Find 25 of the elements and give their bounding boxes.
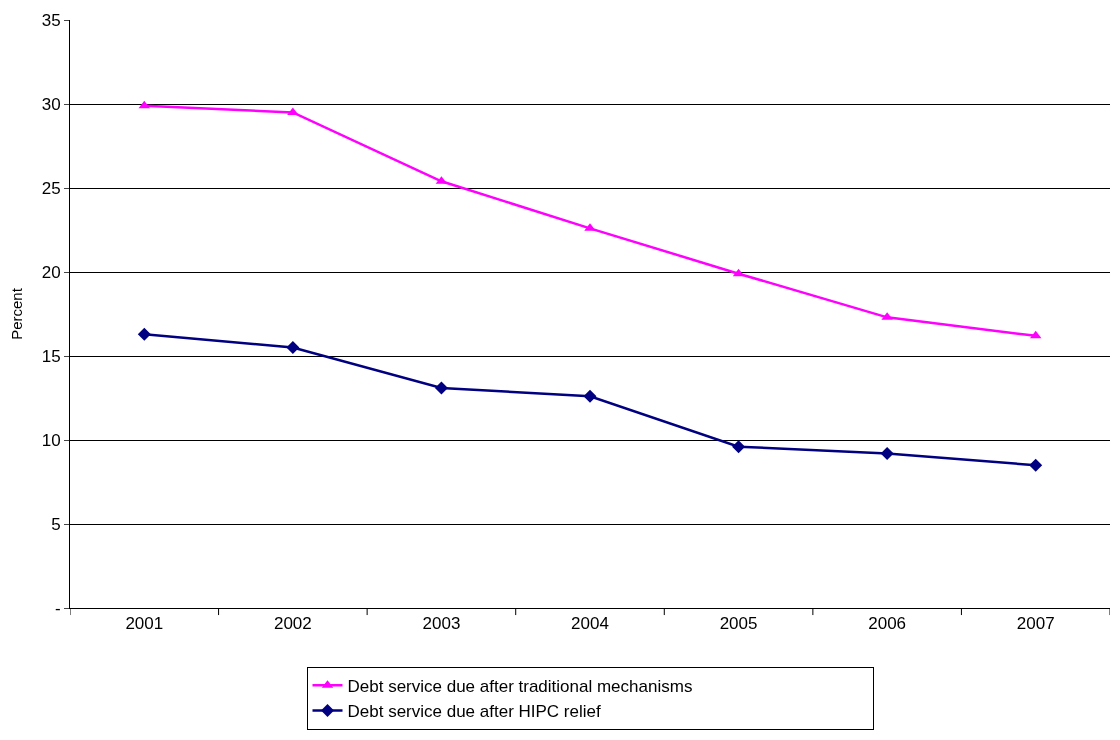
x-tick-label: 2006 [868, 614, 907, 634]
point [1029, 458, 1043, 472]
y-axis-title: Percent [7, 287, 25, 340]
y-tick-label: 25 [41, 178, 61, 198]
point [434, 381, 448, 395]
y-tick-label: 5 [51, 514, 61, 534]
y-tick-label: 35 [41, 10, 61, 30]
x-tick-label: 2004 [571, 614, 609, 634]
x-tick-label: 2002 [273, 614, 312, 634]
point [880, 446, 894, 460]
legend-label: Debt service due after traditional mechanisms [347, 676, 693, 696]
point [583, 389, 597, 403]
y-tick-label: 20 [41, 262, 61, 282]
y-tick-label: 15 [41, 346, 61, 366]
x-tick-label: 2007 [1016, 614, 1055, 634]
legend-label: Debt service due after HIPC relief [347, 702, 601, 722]
y-tick-label: - [54, 598, 61, 618]
point [732, 440, 746, 454]
y-tick-label: 30 [41, 94, 61, 114]
point [286, 341, 300, 355]
point [137, 327, 151, 341]
x-tick-label: 2005 [719, 614, 758, 634]
x-tick-label: 2003 [422, 614, 461, 634]
x-tick-label: 2001 [125, 614, 164, 634]
y-tick-label: 10 [41, 430, 61, 450]
